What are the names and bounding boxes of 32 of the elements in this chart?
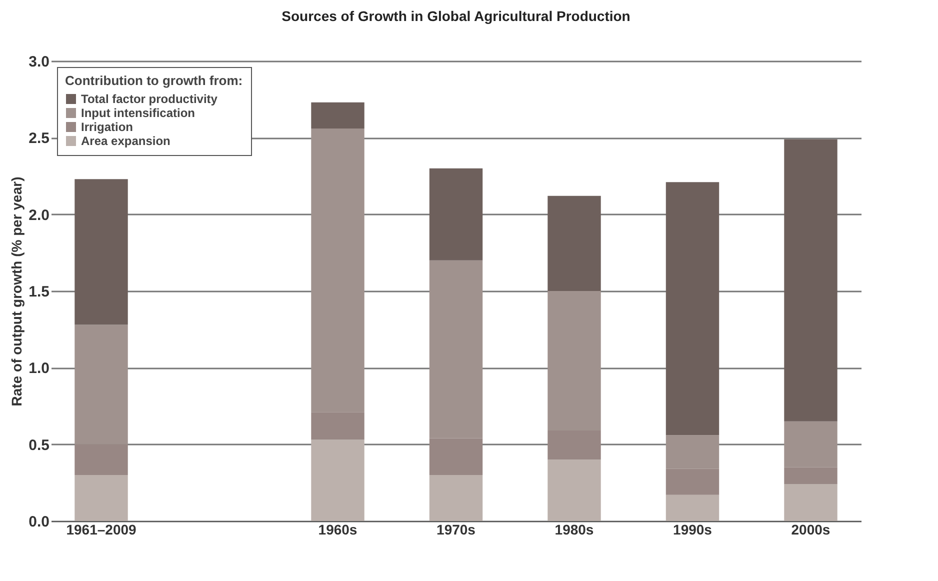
bar bbox=[311, 102, 364, 128]
bar bbox=[784, 139, 838, 422]
x-tick-label: 1960s bbox=[318, 522, 358, 538]
bar bbox=[784, 484, 838, 521]
y-tick-label: 1.0 bbox=[28, 360, 50, 378]
legend-title: Contribution to growth from: bbox=[65, 73, 243, 88]
x-tick-label: 1980s bbox=[554, 522, 594, 538]
y-tick-label: 3.0 bbox=[28, 54, 50, 70]
y-tick-label: 2.0 bbox=[28, 206, 50, 224]
y-tick-label: 0.0 bbox=[28, 514, 50, 530]
bar bbox=[311, 440, 364, 521]
legend-label: Irrigation bbox=[81, 120, 134, 134]
y-tick-label: 0.5 bbox=[28, 436, 50, 454]
legend-label: Area expansion bbox=[81, 134, 170, 148]
bar bbox=[548, 460, 601, 521]
legend-label: Input intensification bbox=[81, 106, 195, 120]
bar bbox=[74, 179, 128, 325]
x-tick-label: 1970s bbox=[436, 522, 476, 538]
x-tick-label: 1961–2009 bbox=[66, 522, 137, 538]
y-tick-label: 2.5 bbox=[28, 130, 50, 148]
bar bbox=[429, 168, 483, 260]
y-tick-label: 1.5 bbox=[28, 284, 50, 300]
bar bbox=[666, 182, 720, 436]
x-tick-label: 2000s bbox=[791, 522, 830, 538]
bar bbox=[548, 196, 601, 291]
y-axis-title: Rate of output growth (% per year) bbox=[8, 176, 25, 406]
bar bbox=[429, 475, 483, 521]
bar bbox=[74, 475, 128, 521]
x-tick-label: 1990s bbox=[673, 522, 712, 538]
legend-label: Total factor productivity bbox=[81, 92, 218, 106]
bar bbox=[666, 494, 720, 521]
chart-title: Sources of Growth in Global Agricultural Production bbox=[282, 8, 630, 24]
